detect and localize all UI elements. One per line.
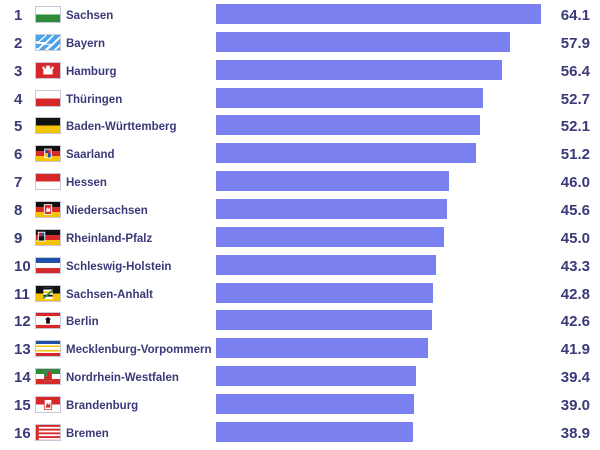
flag-niedersachsen-icon (35, 200, 61, 218)
chart-row: 8 Niedersachsen 45.6 (0, 197, 600, 225)
chart-row: 3 Hamburg 56.4 (0, 58, 600, 86)
value-label: 52.7 (560, 90, 590, 108)
flag-thueringen-icon (35, 89, 61, 107)
category-label: Sachsen (66, 10, 114, 22)
value-label: 42.8 (560, 285, 590, 303)
chart-row: 1 Sachsen 64.1 (0, 2, 600, 30)
flag-sachsen-anhalt-icon (35, 284, 61, 302)
bar (216, 198, 448, 219)
category-label: Schleswig-Holstein (66, 260, 172, 273)
flag-schleswig-holstein-icon (35, 256, 61, 274)
rank-label: 2 (14, 34, 23, 52)
chart-row: 12 Berlin 42.6 (0, 308, 600, 336)
value-label: 46.0 (560, 174, 590, 192)
rank-label: 14 (14, 369, 31, 387)
category-label: Baden-Württemberg (66, 121, 177, 134)
category-label: Niedersachsen (66, 204, 148, 217)
chart-row: 6 Saarland 51.2 (0, 141, 600, 169)
chart-row: 15 Brandenburg 39.0 (0, 392, 600, 420)
value-label: 43.3 (560, 257, 590, 275)
bar (216, 393, 414, 414)
bar (216, 31, 510, 52)
rank-label: 12 (14, 313, 31, 331)
chart-row: 10 Schleswig-Holstein 43.3 (0, 253, 600, 281)
rank-label: 6 (14, 146, 23, 164)
value-label: 41.9 (560, 341, 590, 359)
flag-sachsen-icon (35, 6, 61, 23)
rank-label: 9 (14, 229, 23, 247)
category-label: Hamburg (66, 65, 117, 78)
bar (216, 338, 429, 359)
chart-row: 2 Bayern 57.9 (0, 30, 600, 58)
rank-label: 1 (14, 7, 23, 24)
value-label: 38.9 (560, 424, 590, 442)
value-label: 42.6 (560, 313, 590, 331)
flag-mecklenburg-vorpommern-icon (35, 340, 61, 358)
value-label: 57.9 (560, 34, 590, 52)
category-label: Bremen (66, 427, 109, 440)
rank-label: 16 (14, 424, 31, 442)
chart-row: 9 Rheinland-Pfalz 45.0 (0, 225, 600, 253)
category-label: Berlin (66, 316, 99, 329)
category-label: Nordrhein-Westfalen (66, 372, 179, 385)
rank-label: 15 (14, 396, 31, 414)
chart-row: 5 Baden-Württemberg 52.1 (0, 113, 600, 141)
chart-row: 4 Thüringen 52.7 (0, 86, 600, 114)
flag-bremen-icon (35, 423, 61, 441)
rank-label: 8 (14, 201, 23, 219)
bar (216, 87, 484, 108)
value-label: 64.1 (560, 7, 590, 24)
category-label: Bayern (66, 37, 105, 50)
rank-label: 13 (14, 341, 31, 359)
value-label: 45.0 (560, 229, 590, 247)
category-label: Sachsen-Anhalt (66, 288, 153, 301)
flag-berlin-icon (35, 312, 61, 330)
chart-row: 16 Bremen 38.9 (0, 420, 600, 448)
flag-hamburg-icon (35, 61, 61, 79)
category-label: Mecklenburg-Vorpommern (66, 344, 212, 357)
value-label: 45.6 (560, 201, 590, 219)
category-label: Rheinland-Pfalz (66, 232, 153, 245)
value-label: 52.1 (560, 118, 590, 136)
value-label: 39.0 (560, 396, 590, 414)
value-label: 51.2 (560, 146, 590, 164)
category-label: Saarland (66, 149, 115, 162)
rank-label: 11 (14, 285, 30, 303)
bar (216, 115, 481, 136)
value-label: 56.4 (560, 62, 590, 80)
bar (216, 4, 541, 24)
flag-bayern-icon (35, 33, 61, 51)
rank-label: 4 (14, 90, 23, 108)
bar (216, 143, 476, 164)
flag-nordrhein-westfalen-icon (35, 368, 61, 386)
category-label: Thüringen (66, 93, 123, 106)
bar (216, 59, 502, 80)
bar (216, 366, 416, 387)
category-label: Brandenburg (66, 399, 139, 412)
bar (216, 171, 450, 192)
rank-label: 7 (14, 174, 23, 192)
bar (216, 421, 414, 442)
bar (216, 254, 436, 275)
flag-rheinland-pfalz-icon (35, 228, 61, 246)
bar (216, 226, 445, 247)
value-label: 39.4 (560, 369, 590, 387)
chart-row: 13 Mecklenburg-Vorpommern 41.9 (0, 336, 600, 364)
chart-row: 14 Nordrhein-Westfalen 39.4 (0, 364, 600, 392)
rank-label: 10 (14, 257, 31, 275)
category-label: Hessen (66, 177, 107, 190)
flag-hessen-icon (35, 173, 61, 191)
flag-brandenburg-icon (35, 395, 61, 413)
bar (216, 282, 433, 303)
flag-saarland-icon (35, 145, 61, 163)
flag-baden-wuerttemberg-icon (35, 117, 61, 135)
rank-label: 3 (14, 62, 23, 80)
chart-row: 11 Sachsen-Anhalt 42.8 (0, 281, 600, 309)
rank-label: 5 (14, 118, 23, 136)
bar (216, 310, 432, 331)
chart-row: 7 Hessen 46.0 (0, 169, 600, 197)
